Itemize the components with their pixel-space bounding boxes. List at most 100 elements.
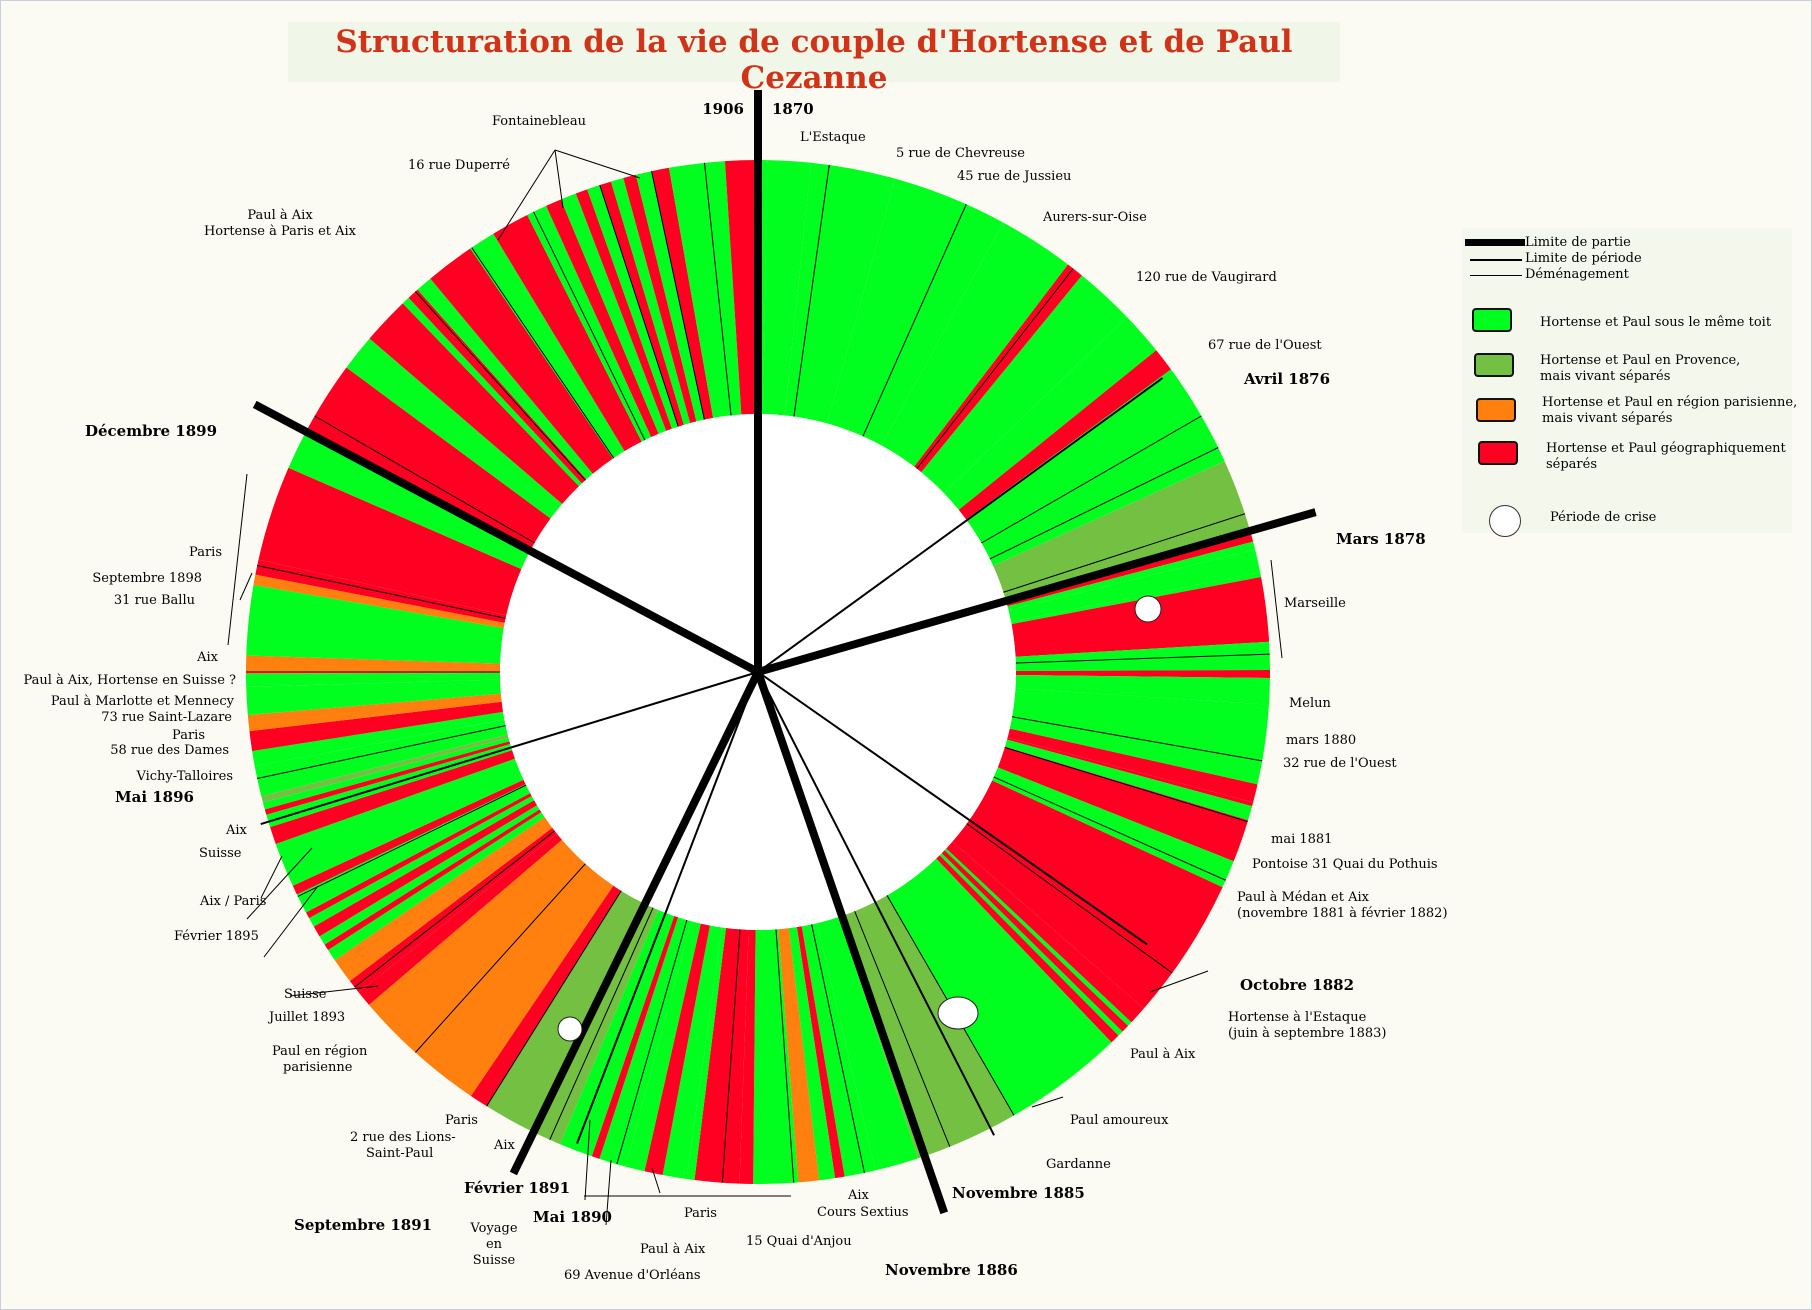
place-label-40: Vichy-Talloires [135,769,233,784]
move-line-24 [257,565,506,619]
title-background [288,22,1340,82]
legend-provence-label-2: mais vivant séparés [1540,369,1671,384]
place-label-53: Fontainebleau [492,114,586,129]
segment-paris_region-77 [246,655,501,675]
segment-separated-87 [408,289,587,484]
segment-separated-59 [313,800,538,937]
segment-provence-11 [993,461,1252,603]
legend-together-swatch [1472,308,1512,332]
place-label-44: Paul à Marlotte et Mennecy [51,694,235,709]
label-mars-1878: Mars 1878 [1336,530,1426,548]
segment-separated-32 [936,855,1119,1043]
move-line-4 [989,447,1219,560]
segment-together-29 [944,848,1132,1026]
label-novembre-1885: Novembre 1885 [952,1184,1085,1202]
leader-line-0 [497,149,556,241]
segment-separated-103 [724,160,758,415]
place-label-13: (novembre 1881 à février 1882) [1237,906,1448,921]
move-line-7 [1011,716,1263,762]
crisis-markers [557,595,1162,1042]
segment-together-44 [662,925,722,1179]
place-label-14: Hortense à l'Estaque [1228,1010,1367,1025]
segment-together-62 [296,784,531,913]
segment-together-31 [939,853,1123,1036]
move-line-26 [415,291,586,481]
move-line-9 [993,776,1226,881]
segment-together-84 [346,338,563,519]
move-line-8 [1004,746,1248,823]
place-label-4: 120 rue de Vaugirard [1136,270,1277,285]
annotation-labels: 1906 1870 Avril 1876 Mars 1878 Octobre 1882 N… [23,100,1447,1283]
label-novembre-1886: Novembre 1886 [885,1261,1018,1279]
place-label-38: Suisse [199,846,242,861]
segment-together-40 [753,929,799,1184]
segment-separated-22 [1007,728,1258,803]
segment-together-76 [246,673,501,687]
move-line-10 [966,823,1173,974]
move-line-20 [354,830,556,988]
place-label-49: Paris [189,545,222,560]
part-limit-lines [252,90,1317,1215]
place-label-10: mai 1881 [1271,832,1332,847]
period-limit-line-4 [260,671,759,825]
place-label-19: Aix [847,1188,870,1203]
place-label-47: 31 rue Ballu [114,593,195,608]
segment-together-90 [470,233,625,459]
label-fevrier-1891: Février 1891 [464,1179,570,1197]
segment-separated-41 [739,929,756,1184]
segment-separated-27 [952,780,1223,1009]
segment-together-98 [610,178,691,425]
segment-together-38 [788,927,836,1181]
segment-together-96 [587,184,679,429]
legend-crisis-marker [1489,505,1521,537]
move-line-0 [793,164,830,417]
leader-line-10 [260,855,283,899]
move-line-31 [703,162,732,416]
segment-separated-51 [470,885,622,1107]
segment-together-10 [966,369,1225,566]
move-line-15 [721,929,741,1183]
segment-separated-101 [651,167,714,420]
segment-together-4 [827,178,1004,446]
segment-together-72 [252,711,505,767]
label-septembre-1891: Septembre 1891 [294,1216,432,1234]
segment-separated-23 [1006,737,1254,807]
leader-line-5 [239,572,253,601]
period-limit-line-1 [757,671,1148,946]
place-label-18: Gardanne [1046,1157,1111,1172]
segment-together-68 [262,737,510,810]
diagram-title: Structuration de la vie de couple d'Hort… [335,24,1293,96]
place-label-48: Septembre 1898 [92,571,202,586]
segment-together-24 [1004,739,1253,821]
legend-crisis-label: Période de crise [1550,510,1657,525]
move-line-1 [862,204,967,437]
segment-separated-12 [1006,533,1254,607]
segment-separated-25 [997,746,1249,862]
leader-line-6 [1149,970,1209,993]
leader-line-1 [554,149,564,209]
segment-together-21 [1009,716,1263,785]
segment-together-14 [1008,549,1261,622]
leader-line-12 [584,1119,591,1201]
place-label-17: Paul amoureux [1070,1113,1169,1128]
segment-together-58 [319,805,540,945]
place-label-1: 5 rue de Chevreuse [896,146,1025,161]
segment-separated-85 [369,303,579,504]
segment-together-82 [288,432,530,570]
place-label-15: (juin à septembre 1883) [1228,1026,1386,1041]
legend-paris-label-1: Hortense et Paul en région parisienne, [1542,395,1798,410]
segment-separated-65 [270,750,515,844]
segment-together-94 [560,193,667,434]
period-limit-line-3 [576,671,759,1144]
segment-together-19 [1015,675,1270,705]
segment-provence-69 [261,734,509,803]
place-label-8: mars 1880 [1286,733,1356,748]
segment-together-56 [328,812,545,961]
place-label-31: Paris [445,1113,478,1128]
label-1870: 1870 [772,100,814,118]
move-line-29 [599,184,679,427]
place-label-30: Saint-Paul [366,1146,433,1161]
place-label-0: L'Estaque [800,130,866,145]
legend-move-label: Déménagement [1525,267,1629,282]
